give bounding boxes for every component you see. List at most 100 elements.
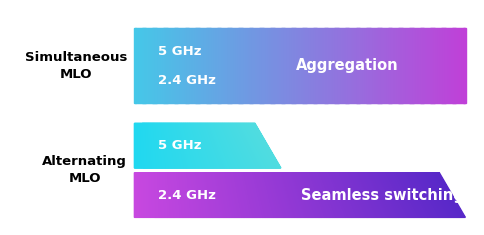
Polygon shape	[175, 123, 184, 168]
Polygon shape	[221, 123, 241, 168]
Polygon shape	[328, 173, 345, 217]
Polygon shape	[222, 123, 242, 168]
Polygon shape	[156, 123, 162, 168]
Polygon shape	[226, 123, 246, 168]
Polygon shape	[183, 123, 195, 168]
Polygon shape	[162, 173, 165, 217]
Bar	[335, 28, 337, 103]
Bar	[171, 28, 172, 103]
Polygon shape	[169, 123, 177, 168]
Bar	[300, 28, 302, 103]
Polygon shape	[425, 173, 451, 217]
Polygon shape	[247, 173, 258, 217]
Polygon shape	[200, 123, 215, 168]
Polygon shape	[143, 123, 145, 168]
Polygon shape	[211, 123, 228, 168]
Polygon shape	[167, 123, 175, 168]
Polygon shape	[313, 173, 330, 217]
Polygon shape	[356, 173, 376, 217]
Polygon shape	[216, 123, 235, 168]
Bar	[279, 28, 280, 103]
Polygon shape	[393, 173, 417, 217]
Bar	[385, 28, 386, 103]
Polygon shape	[315, 173, 332, 217]
Polygon shape	[321, 173, 338, 217]
Polygon shape	[186, 123, 198, 168]
Bar	[212, 28, 213, 103]
Polygon shape	[158, 123, 164, 168]
Polygon shape	[201, 123, 215, 168]
Bar	[235, 28, 236, 103]
Bar	[249, 28, 251, 103]
Polygon shape	[269, 173, 281, 217]
Polygon shape	[229, 123, 250, 168]
Bar	[203, 28, 204, 103]
Polygon shape	[214, 123, 232, 168]
Polygon shape	[203, 123, 218, 168]
Bar	[152, 28, 153, 103]
Bar	[267, 28, 268, 103]
Bar	[455, 28, 457, 103]
Bar	[325, 28, 327, 103]
Polygon shape	[266, 173, 278, 217]
Polygon shape	[138, 123, 139, 168]
Polygon shape	[235, 123, 257, 168]
Bar	[256, 28, 257, 103]
Polygon shape	[236, 173, 246, 217]
Polygon shape	[166, 173, 170, 217]
Polygon shape	[213, 173, 222, 217]
Polygon shape	[181, 123, 191, 168]
Polygon shape	[197, 123, 211, 168]
Bar	[181, 28, 182, 103]
Polygon shape	[169, 173, 173, 217]
Polygon shape	[215, 123, 234, 168]
Bar	[202, 28, 203, 103]
Polygon shape	[159, 123, 165, 168]
Polygon shape	[204, 123, 220, 168]
Polygon shape	[148, 123, 151, 168]
Polygon shape	[378, 173, 400, 217]
Polygon shape	[432, 173, 459, 217]
Bar	[378, 28, 380, 103]
Text: 2.4 GHz: 2.4 GHz	[158, 188, 216, 202]
Bar	[217, 28, 219, 103]
Polygon shape	[320, 173, 337, 217]
Bar	[282, 28, 284, 103]
Polygon shape	[201, 123, 216, 168]
Polygon shape	[173, 173, 178, 217]
Bar	[441, 28, 443, 103]
Polygon shape	[172, 123, 181, 168]
Polygon shape	[204, 123, 219, 168]
Polygon shape	[439, 173, 465, 217]
Polygon shape	[185, 123, 197, 168]
Bar	[404, 28, 405, 103]
Bar	[297, 28, 298, 103]
Polygon shape	[308, 173, 324, 217]
Bar	[400, 28, 402, 103]
Polygon shape	[247, 123, 272, 168]
Bar	[370, 28, 372, 103]
Polygon shape	[194, 123, 207, 168]
Polygon shape	[210, 123, 227, 168]
Polygon shape	[182, 123, 193, 168]
Polygon shape	[190, 123, 203, 168]
Text: Aggregation: Aggregation	[296, 58, 398, 73]
Bar	[392, 28, 393, 103]
Polygon shape	[295, 173, 310, 217]
Polygon shape	[208, 123, 225, 168]
Polygon shape	[254, 123, 280, 168]
Polygon shape	[195, 123, 208, 168]
Bar	[375, 28, 377, 103]
Bar	[342, 28, 343, 103]
Bar	[139, 28, 140, 103]
Bar	[243, 28, 245, 103]
Polygon shape	[438, 173, 464, 217]
Polygon shape	[146, 123, 149, 168]
Polygon shape	[198, 173, 205, 217]
Polygon shape	[416, 173, 441, 217]
Bar	[141, 28, 143, 103]
Bar	[154, 28, 156, 103]
Polygon shape	[183, 123, 194, 168]
Polygon shape	[151, 173, 153, 217]
Bar	[444, 28, 446, 103]
